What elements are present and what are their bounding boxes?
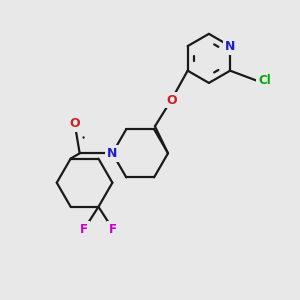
Text: Cl: Cl xyxy=(258,74,271,87)
Text: N: N xyxy=(225,40,235,52)
Text: O: O xyxy=(166,94,177,106)
Text: F: F xyxy=(109,223,117,236)
Text: F: F xyxy=(80,223,88,236)
Text: O: O xyxy=(69,117,80,130)
Text: N: N xyxy=(107,147,118,160)
